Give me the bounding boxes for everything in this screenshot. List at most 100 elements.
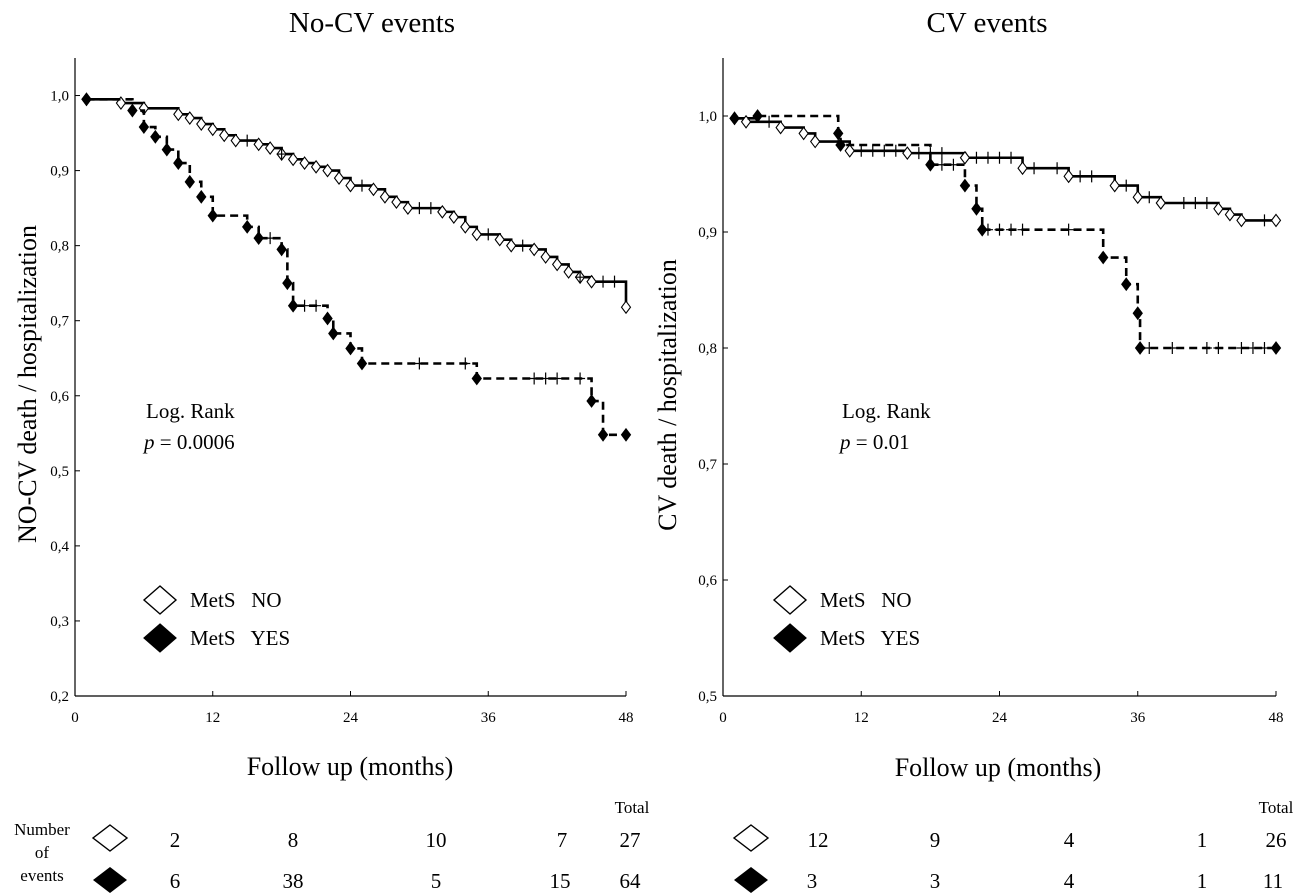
censor-mark bbox=[1006, 223, 1017, 236]
censor-mark bbox=[575, 271, 586, 284]
censor-mark bbox=[540, 372, 551, 385]
open-diamond-marker bbox=[540, 249, 551, 264]
censor-mark bbox=[764, 115, 775, 128]
events-cell: 38 bbox=[283, 869, 304, 893]
x-tick-label: 48 bbox=[619, 710, 634, 726]
censor-mark bbox=[971, 151, 982, 164]
logrank-p-value: p = 0.01 bbox=[838, 430, 910, 454]
filled-diamond-marker bbox=[81, 92, 92, 107]
censor-mark bbox=[1178, 197, 1189, 209]
open-diamond-marker bbox=[1109, 178, 1120, 193]
events-cell: 7 bbox=[557, 828, 568, 852]
filled-diamond-marker bbox=[356, 356, 368, 371]
open-diamond-marker bbox=[391, 195, 402, 210]
censor-mark bbox=[276, 148, 287, 161]
events-cell: 15 bbox=[550, 869, 571, 893]
censor-mark bbox=[1063, 223, 1074, 236]
filled-diamond-marker bbox=[925, 157, 936, 172]
filled-diamond-marker bbox=[287, 298, 299, 313]
open-diamond-marker bbox=[437, 204, 448, 219]
open-diamond-marker bbox=[345, 178, 356, 193]
legend-label-mets-no: MetS NO bbox=[190, 588, 282, 612]
events-cell: 9 bbox=[930, 828, 941, 852]
events-cell: 1 bbox=[1197, 828, 1208, 852]
open-diamond-marker bbox=[1063, 169, 1074, 184]
filled-diamond-marker bbox=[242, 219, 253, 234]
events-cell: 26 bbox=[1266, 828, 1287, 852]
open-diamond-marker bbox=[1236, 213, 1247, 228]
events-cell: 5 bbox=[431, 869, 442, 893]
open-diamond-marker bbox=[196, 117, 207, 131]
open-diamond-marker bbox=[184, 111, 195, 125]
open-diamond-marker bbox=[798, 126, 809, 141]
series-mets-yes bbox=[81, 92, 632, 442]
x-tick-label: 48 bbox=[1269, 710, 1284, 726]
events-cell: 4 bbox=[1064, 869, 1075, 893]
open-diamond-marker bbox=[1213, 201, 1224, 216]
events-cell: 11 bbox=[1263, 869, 1283, 893]
events-cell: 3 bbox=[807, 869, 818, 893]
censor-mark bbox=[1052, 162, 1063, 175]
events-cell: 2 bbox=[170, 828, 181, 852]
y-tick-label: 0,4 bbox=[50, 539, 69, 555]
x-tick-label: 12 bbox=[205, 710, 220, 726]
filled-diamond-marker bbox=[173, 156, 184, 170]
open-diamond-marker bbox=[448, 210, 460, 225]
y-tick-label: 0,6 bbox=[50, 389, 69, 405]
censor-mark bbox=[414, 357, 425, 370]
y-axis-ticks: 0,5 0,6 0,7 0,8 0,9 1,0 bbox=[698, 109, 728, 705]
row-label-line-2: of bbox=[35, 843, 50, 862]
censor-mark bbox=[1086, 170, 1097, 183]
censor-mark bbox=[242, 134, 253, 147]
open-diamond-marker bbox=[219, 128, 230, 143]
censor-mark bbox=[552, 372, 563, 385]
open-diamond-marker bbox=[207, 122, 218, 137]
filled-diamond-marker bbox=[207, 208, 218, 223]
censor-mark bbox=[936, 147, 947, 160]
y-tick-label: 0,9 bbox=[698, 225, 717, 241]
legend: MetS NO MetS YES bbox=[142, 585, 290, 653]
chart-title: CV events bbox=[926, 7, 1047, 39]
x-axis-label: Follow up (months) bbox=[247, 752, 454, 781]
open-diamond-marker bbox=[299, 156, 310, 170]
filled-diamond-marker bbox=[1134, 341, 1146, 355]
chart-title: No-CV events bbox=[289, 7, 455, 39]
plot-area bbox=[729, 109, 1282, 355]
open-diamond-marker bbox=[959, 150, 971, 165]
censor-mark bbox=[1247, 342, 1258, 354]
legend-label-mets-yes: MetS YES bbox=[190, 626, 290, 650]
logrank-label: Log. Rank bbox=[146, 399, 235, 423]
censor-mark bbox=[483, 228, 494, 241]
x-tick-label: 24 bbox=[992, 710, 1008, 726]
open-diamond-marker bbox=[402, 201, 414, 216]
open-diamond-marker bbox=[528, 242, 540, 257]
open-diamond-marker bbox=[230, 133, 241, 148]
open-diamond-marker bbox=[902, 146, 913, 161]
total-header: Total bbox=[1259, 798, 1294, 817]
y-tick-label: 0,8 bbox=[698, 341, 717, 357]
filled-diamond-marker bbox=[127, 103, 138, 118]
censor-mark bbox=[1017, 223, 1028, 236]
open-diamond-marker bbox=[775, 120, 786, 135]
filled-diamond-marker bbox=[1098, 250, 1109, 265]
row-label-line-1: Number bbox=[14, 820, 70, 839]
filled-diamond-marker bbox=[161, 142, 173, 157]
censor-mark bbox=[529, 372, 540, 385]
open-diamond-marker bbox=[264, 141, 276, 155]
open-diamond-marker bbox=[551, 257, 563, 272]
filled-diamond-marker bbox=[1270, 341, 1282, 355]
censor-mark bbox=[1201, 342, 1212, 354]
filled-diamond-marker bbox=[328, 326, 339, 341]
filled-diamond-marker bbox=[471, 371, 482, 386]
series-line-mets-no bbox=[86, 97, 628, 308]
censor-mark bbox=[265, 232, 276, 245]
open-diamond-marker bbox=[506, 238, 517, 253]
open-diamond-marker bbox=[460, 219, 471, 234]
open-diamond-marker bbox=[620, 300, 632, 315]
y-tick-label: 0,3 bbox=[50, 614, 69, 630]
censor-mark bbox=[890, 144, 901, 157]
filled-diamond-marker bbox=[184, 174, 195, 189]
filled-diamond-icon bbox=[734, 867, 768, 893]
open-diamond-marker bbox=[287, 152, 299, 167]
